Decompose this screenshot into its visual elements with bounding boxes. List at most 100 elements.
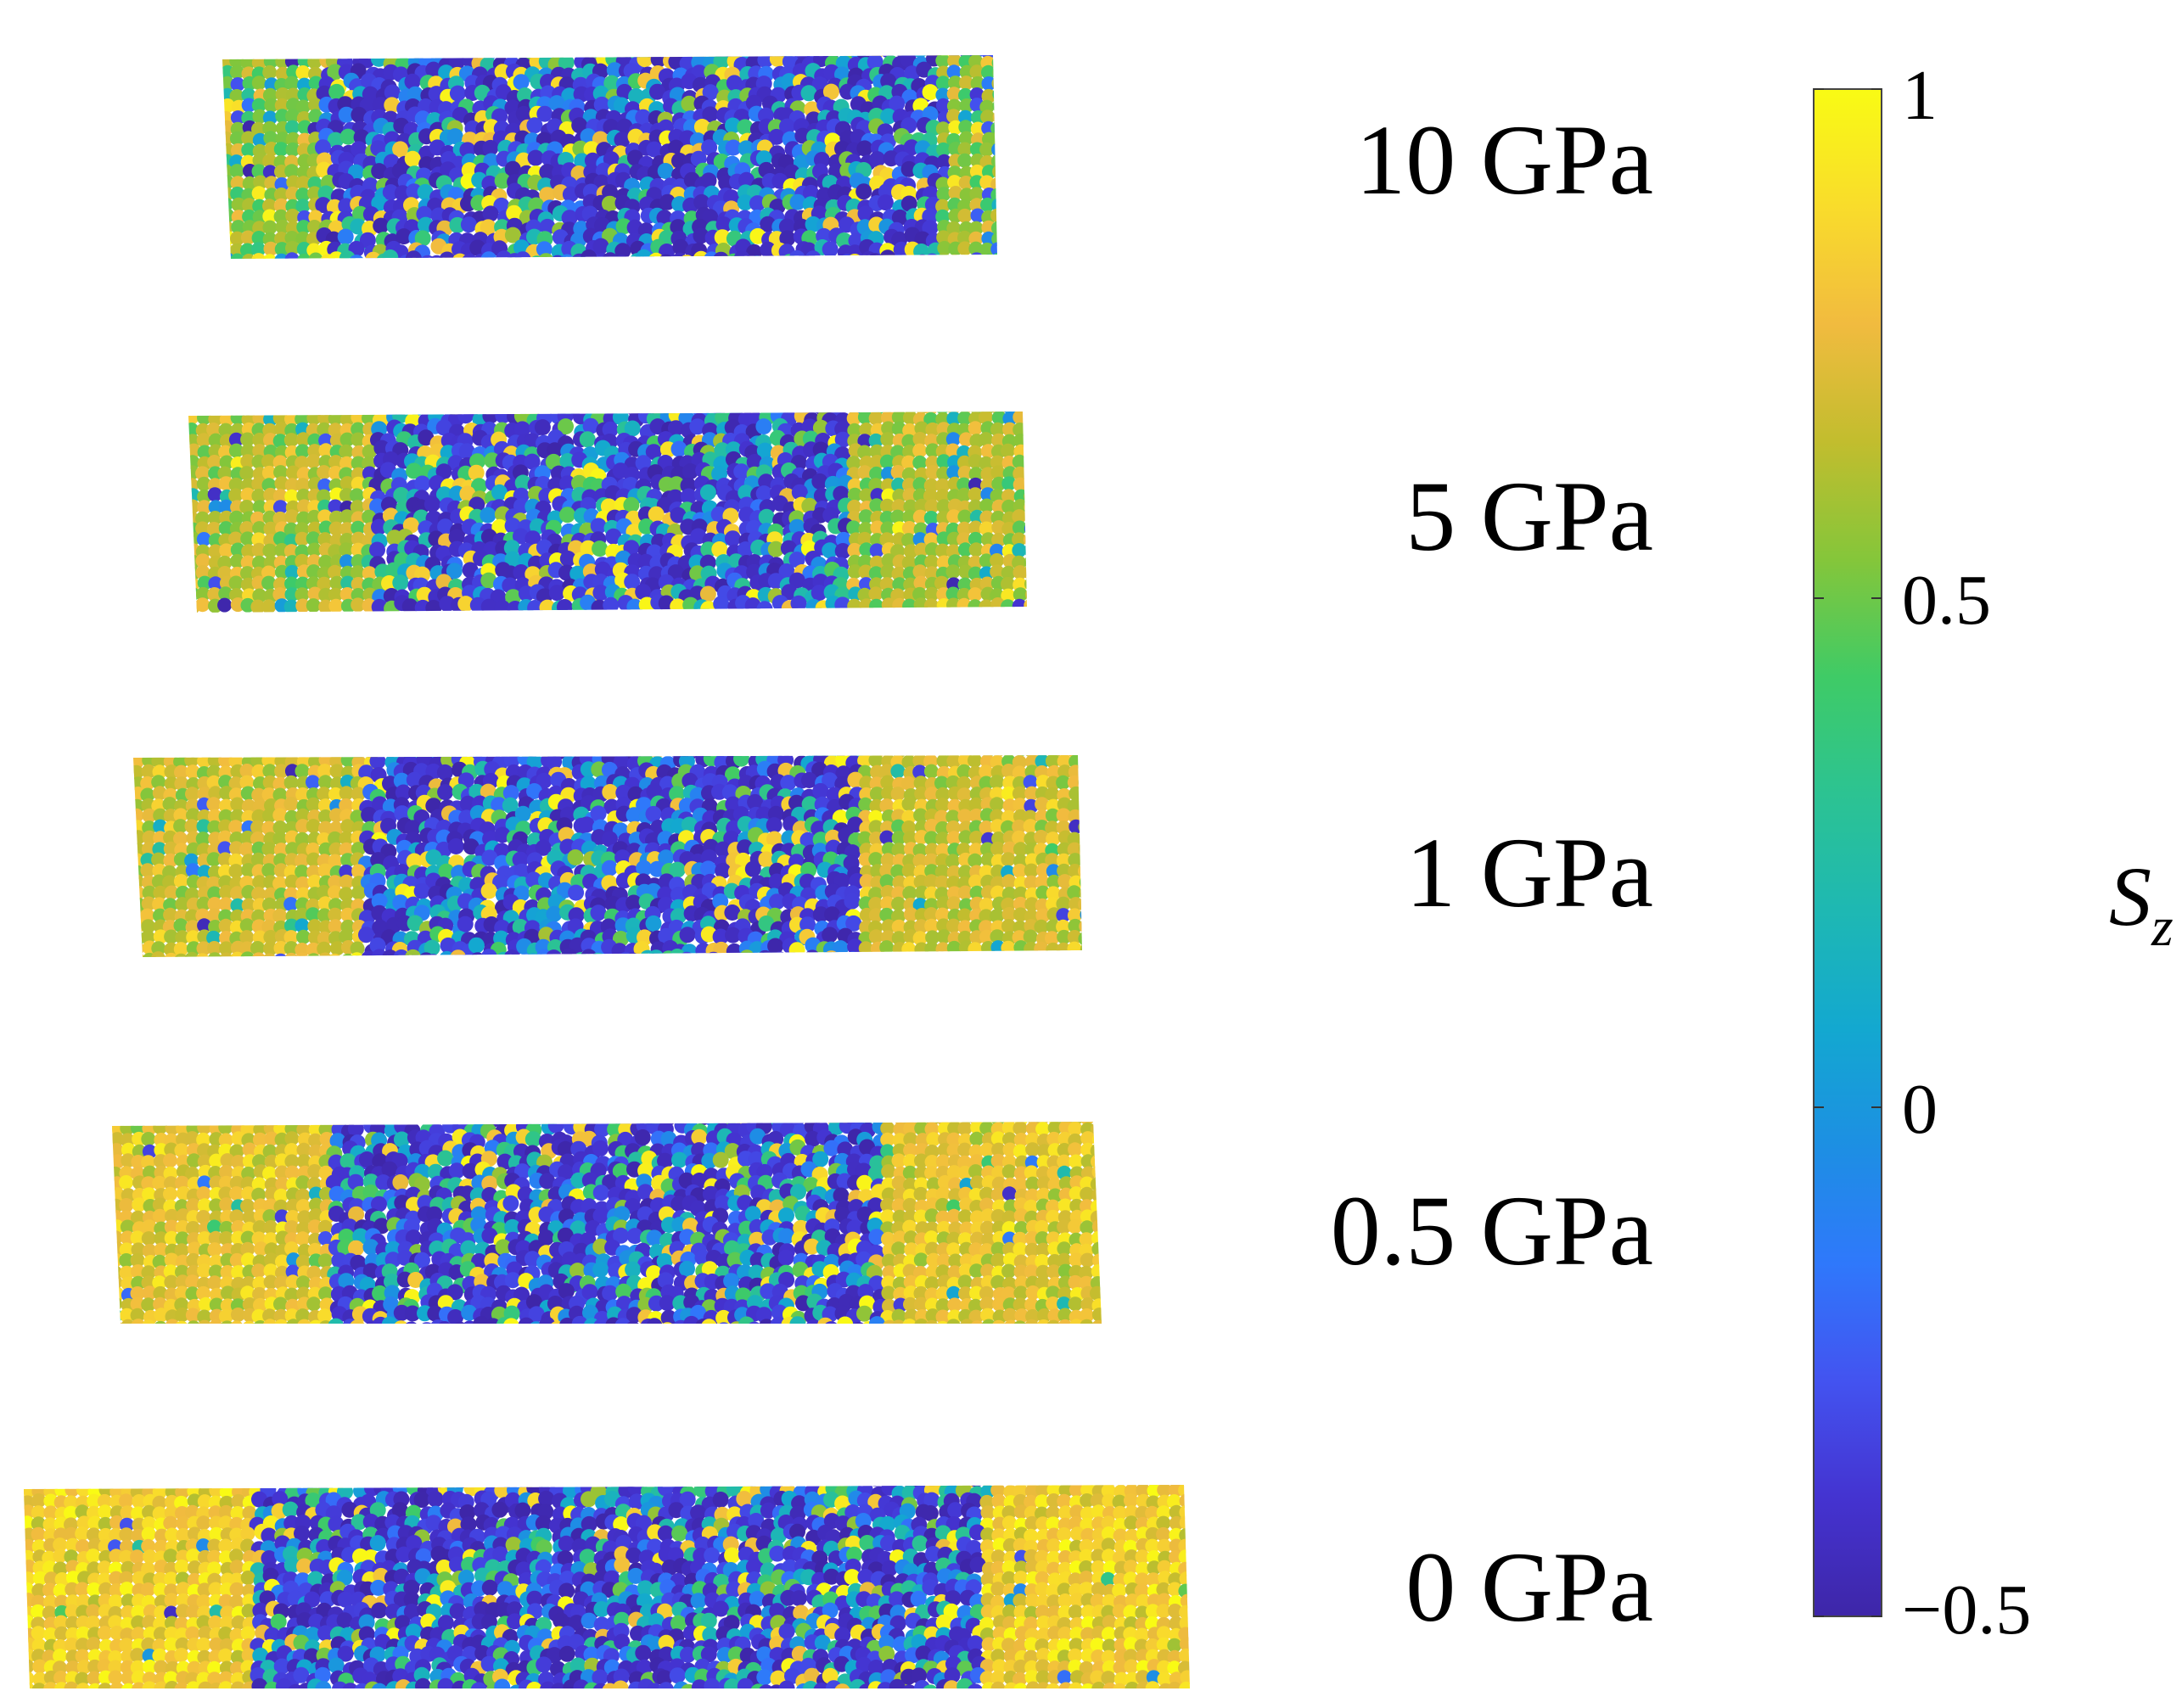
atom: [1056, 908, 1071, 923]
atom: [868, 832, 883, 846]
atom: [142, 1144, 157, 1159]
atom: [133, 820, 135, 835]
atom: [682, 463, 698, 480]
atom: [283, 797, 299, 812]
atom: [693, 227, 710, 244]
atom: [680, 1122, 697, 1124]
atom: [1057, 863, 1072, 878]
atom: [272, 832, 288, 846]
atom: [648, 506, 665, 523]
atom: [231, 197, 246, 212]
atom: [902, 509, 917, 524]
atom: [328, 755, 344, 759]
atom: [1068, 918, 1082, 933]
atom: [174, 776, 189, 792]
atom: [934, 809, 950, 825]
atom: [372, 97, 389, 114]
atom: [879, 874, 895, 889]
atom: [406, 853, 423, 870]
atom: [339, 432, 355, 447]
atom: [252, 199, 267, 214]
atom: [681, 816, 698, 833]
atom: [447, 412, 464, 417]
atom: [1080, 755, 1082, 757]
atom: [833, 396, 849, 412]
atom: [429, 412, 446, 417]
atom: [392, 141, 409, 158]
atom: [133, 951, 135, 957]
atom: [968, 231, 984, 246]
atom: [228, 820, 244, 835]
atom: [240, 1122, 255, 1137]
atom: [262, 64, 278, 80]
atom: [1001, 489, 1016, 504]
atom: [329, 764, 345, 779]
atom: [162, 797, 177, 812]
atom: [1012, 776, 1027, 791]
atom: [274, 232, 289, 246]
atom: [219, 543, 234, 558]
atom: [340, 755, 356, 757]
atom: [914, 254, 931, 259]
atom: [721, 784, 738, 801]
atom: [880, 108, 897, 125]
atom: [558, 254, 575, 259]
atom: [630, 1122, 647, 1123]
atom: [339, 522, 355, 537]
atom: [613, 255, 630, 259]
atom: [173, 755, 188, 770]
atom: [925, 465, 940, 480]
atom: [801, 796, 818, 813]
atom: [560, 948, 577, 957]
atom: [699, 755, 716, 757]
atom: [337, 228, 354, 245]
atom: [546, 755, 563, 770]
atom: [217, 597, 233, 613]
atom: [859, 542, 874, 557]
atom: [879, 798, 895, 814]
atom: [502, 785, 519, 802]
atom: [678, 412, 695, 427]
atom: [1024, 489, 1027, 504]
atom: [981, 76, 996, 91]
atom: [206, 764, 222, 780]
atom: [1024, 576, 1027, 591]
atom: [306, 942, 321, 957]
atom: [385, 562, 402, 579]
atom: [790, 595, 807, 612]
atom: [351, 842, 366, 857]
atom: [141, 919, 156, 934]
atom: [153, 808, 168, 823]
atom: [979, 432, 994, 447]
atom: [723, 189, 740, 206]
atom: [946, 865, 962, 880]
atom: [945, 854, 960, 869]
atom: [824, 906, 840, 923]
atom: [140, 908, 155, 923]
atom: [328, 919, 343, 934]
atom: [173, 554, 188, 568]
atom: [119, 841, 133, 855]
atom: [295, 876, 311, 891]
atom: [756, 442, 773, 459]
atom: [959, 131, 974, 146]
atom: [222, 55, 233, 59]
atom: [957, 885, 973, 900]
atom: [738, 171, 754, 188]
atom: [946, 876, 962, 891]
atom: [925, 953, 940, 957]
atom: [307, 542, 323, 557]
atom: [900, 55, 917, 69]
atom: [1046, 1131, 1062, 1146]
atom: [306, 412, 322, 415]
atom: [827, 255, 844, 259]
atom: [208, 500, 223, 515]
atom: [253, 1122, 268, 1137]
atom: [239, 918, 255, 933]
atom: [441, 1122, 458, 1124]
atom: [537, 253, 554, 259]
atom: [218, 521, 233, 536]
atom: [295, 598, 311, 613]
atom: [891, 412, 906, 425]
atom: [758, 851, 775, 868]
